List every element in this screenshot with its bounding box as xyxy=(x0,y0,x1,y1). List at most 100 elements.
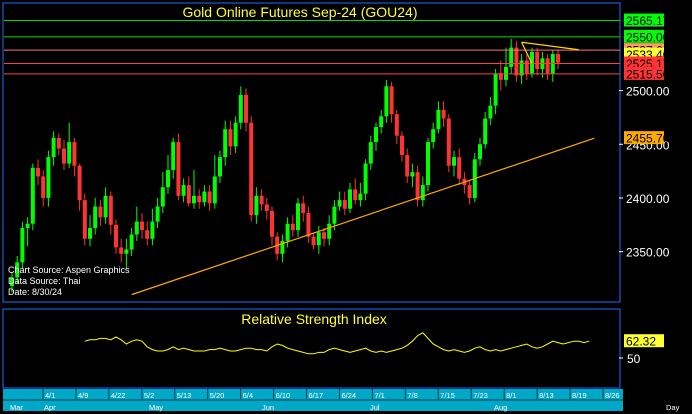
price-level-tag xyxy=(624,131,664,145)
candle-body xyxy=(483,118,488,145)
price-level-label: 2515.50 xyxy=(626,67,670,81)
source-line-3: Date: 8/30/24 xyxy=(8,287,62,297)
candle-body xyxy=(160,187,165,207)
candle-body xyxy=(519,60,524,76)
trendline xyxy=(131,137,595,296)
candle-body xyxy=(368,142,373,164)
rsi-line xyxy=(84,332,590,355)
candle-body xyxy=(384,86,389,117)
candle-body xyxy=(270,210,274,237)
candle-body xyxy=(134,221,139,235)
candle-body xyxy=(171,142,176,171)
price-level-label: 2565.17 xyxy=(626,14,670,28)
candle-body xyxy=(98,206,103,218)
candle-body xyxy=(207,191,212,204)
candle-body xyxy=(108,195,113,225)
candle-body xyxy=(452,157,456,166)
candle-body xyxy=(150,221,155,239)
month-label: Mar xyxy=(10,403,23,412)
month-label: May xyxy=(149,403,163,412)
candle-body xyxy=(504,66,508,80)
candle-body xyxy=(436,109,441,130)
rsi-axis: 50 62.32 xyxy=(619,334,664,366)
candle-body xyxy=(56,137,61,149)
rsi-current-label: 62.32 xyxy=(626,335,656,349)
rsi-current-tag xyxy=(624,334,664,348)
month-label: Jul xyxy=(370,403,380,412)
candle-body xyxy=(524,60,529,74)
candle-body xyxy=(509,47,514,67)
candle-body xyxy=(488,105,493,119)
trendlines-layer xyxy=(131,41,595,296)
candle-body xyxy=(342,200,347,209)
candle-body xyxy=(72,142,77,166)
candle-body xyxy=(332,206,337,224)
trendline xyxy=(521,41,533,64)
candle-body xyxy=(348,189,352,209)
date-tick-label: 8/19 xyxy=(572,391,587,400)
candle-body xyxy=(316,232,321,246)
candle-body xyxy=(41,176,46,198)
date-tick-label: 6/10 xyxy=(276,391,291,400)
candle-body xyxy=(545,58,550,74)
date-tick-label: 6/4 xyxy=(243,391,253,400)
candle-body xyxy=(478,144,482,160)
candle-body xyxy=(498,73,503,80)
candle-body xyxy=(93,206,98,229)
date-tick-label: 6/24 xyxy=(341,391,356,400)
price-level-tag xyxy=(624,29,664,43)
chart-title: Gold Online Futures Sep-24 (GOU24) xyxy=(183,4,418,20)
candle-body xyxy=(301,203,306,213)
candle-body xyxy=(202,191,207,203)
candle-body xyxy=(238,94,243,123)
source-line-1: Chart Source: Aspen Graphics xyxy=(8,265,130,275)
candle-body xyxy=(212,176,217,204)
rsi-panel xyxy=(2,308,621,389)
candle-body xyxy=(77,165,82,201)
rsi-layer xyxy=(84,332,590,355)
candle-body xyxy=(223,129,228,158)
candle-body xyxy=(30,167,35,224)
date-tick-label: 5/20 xyxy=(210,391,225,400)
candle-body xyxy=(285,223,290,241)
candle-body xyxy=(129,234,134,250)
candle-body xyxy=(20,228,25,263)
candle-body xyxy=(431,129,436,143)
candle-body xyxy=(363,163,368,194)
month-label: Apr xyxy=(44,403,56,412)
price-level-tag xyxy=(624,56,664,70)
candle-body xyxy=(140,221,144,231)
month-label: Jun xyxy=(262,403,274,412)
price-tick-label: 2500.00 xyxy=(626,85,670,99)
candles-layer xyxy=(10,39,560,293)
candle-body xyxy=(441,109,446,119)
candle-body xyxy=(67,142,72,164)
date-tick-label: 4/1 xyxy=(45,391,55,400)
candle-body xyxy=(218,157,222,177)
candle-body xyxy=(15,262,20,278)
trendline xyxy=(521,41,579,51)
candle-body xyxy=(514,47,519,76)
candle-body xyxy=(264,204,269,211)
candle-body xyxy=(233,122,238,147)
candle-body xyxy=(254,195,259,216)
date-tick-label: 8/26 xyxy=(605,391,620,400)
candle-body xyxy=(405,155,410,177)
candle-body xyxy=(556,54,560,63)
price-tick-label: 2350.00 xyxy=(626,246,670,260)
candle-body xyxy=(358,193,363,201)
date-tick-label: 5/13 xyxy=(177,391,192,400)
candle-body xyxy=(103,195,108,218)
candle-body xyxy=(249,122,254,216)
price-panel xyxy=(2,2,621,303)
candle-body xyxy=(145,230,150,239)
candle-body xyxy=(62,148,66,164)
candle-body xyxy=(290,223,295,231)
month-label: Day xyxy=(666,403,680,412)
price-level-tag xyxy=(624,66,664,80)
candle-body xyxy=(379,116,384,128)
candle-body xyxy=(124,249,129,254)
date-tick-label: 7/1 xyxy=(374,391,384,400)
candle-body xyxy=(353,189,358,201)
candle-body xyxy=(181,185,186,196)
